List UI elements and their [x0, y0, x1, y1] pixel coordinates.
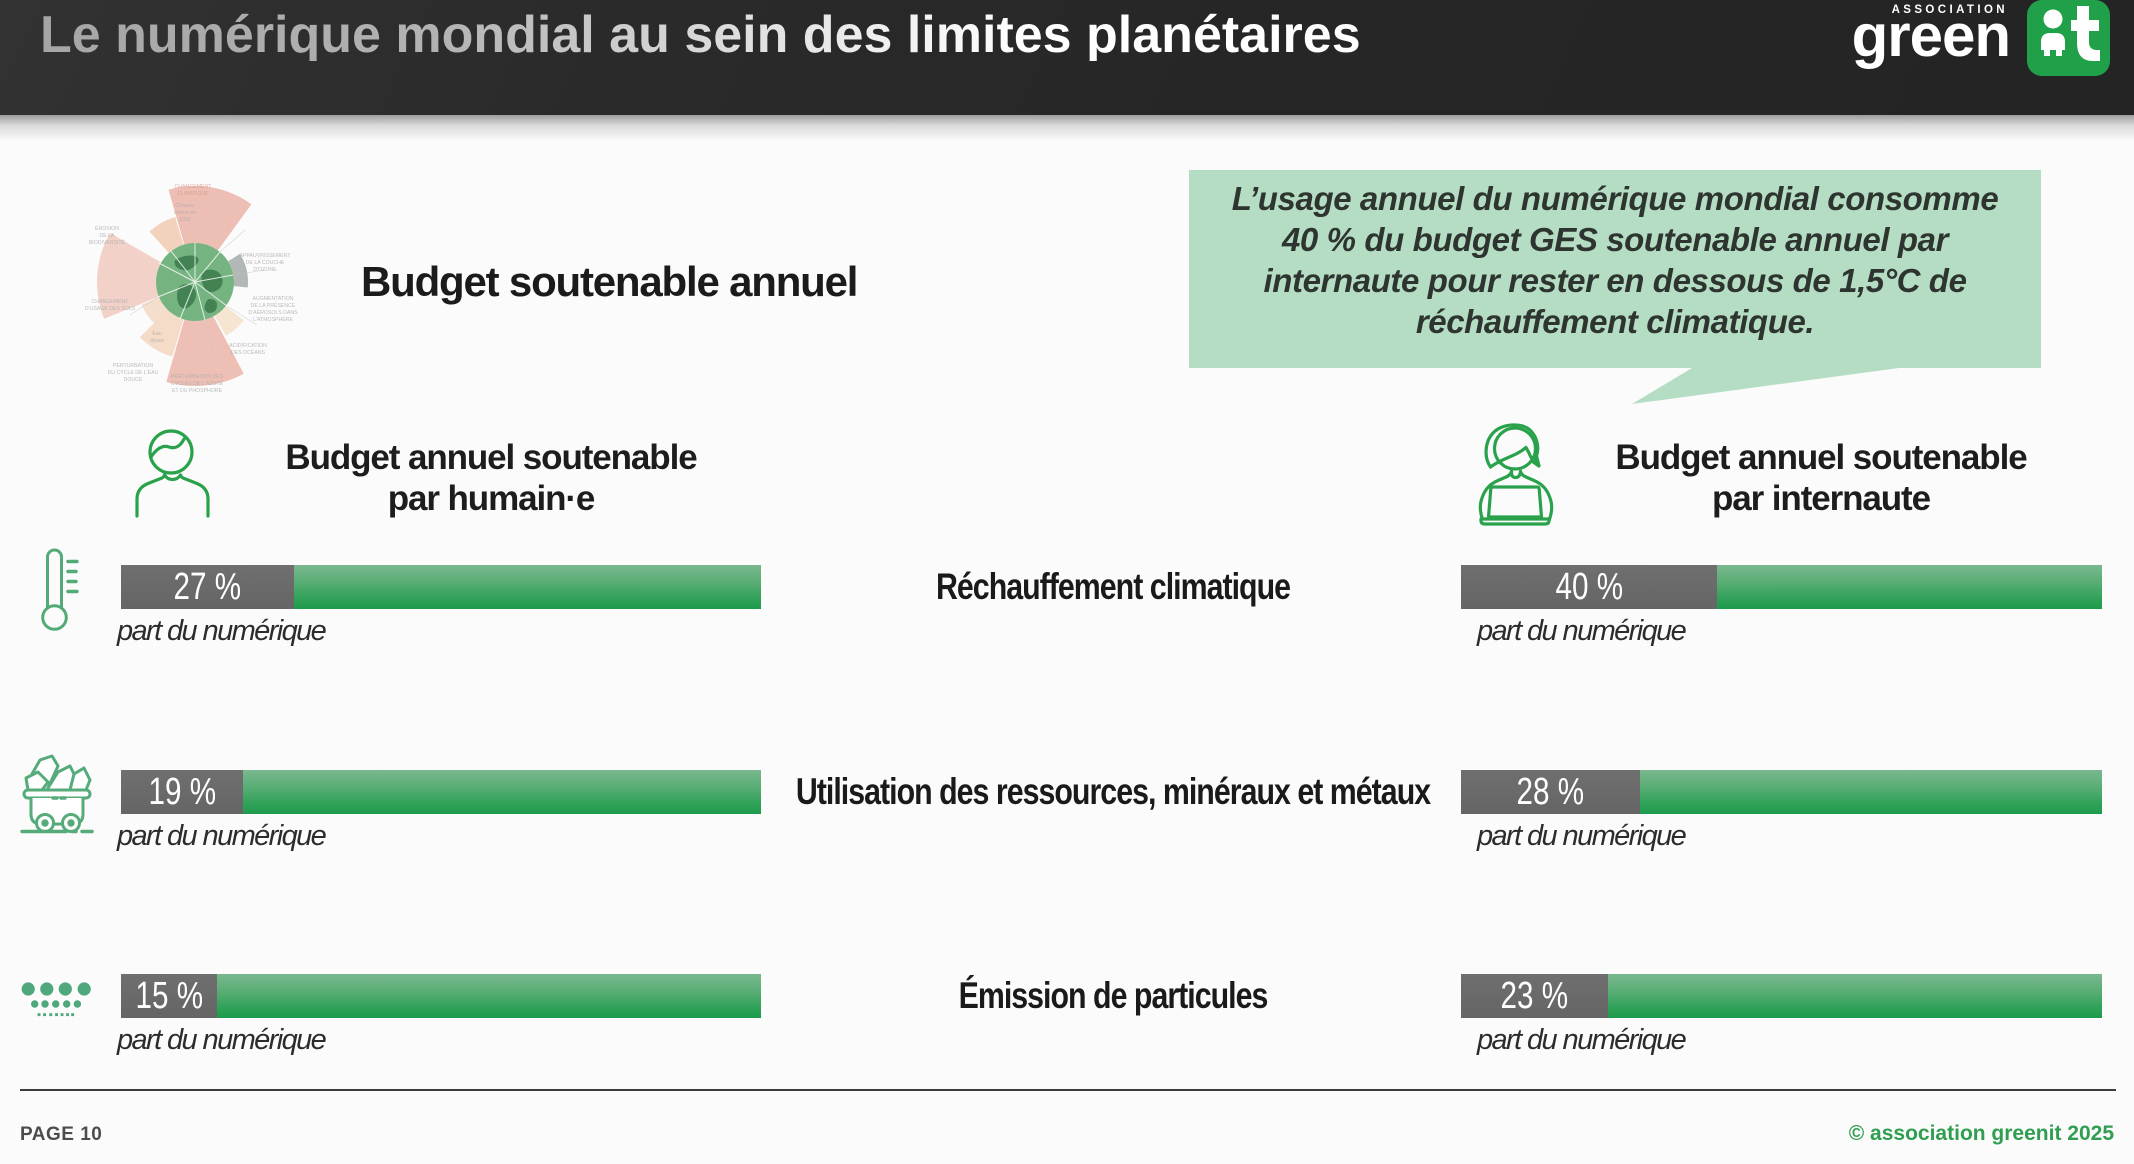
svg-text:ACIDIFICATION: ACIDIFICATION: [229, 343, 267, 349]
svg-text:ET DU PHOSPHORE: ET DU PHOSPHORE: [172, 388, 223, 394]
svg-text:tration en: tration en: [174, 210, 196, 216]
svg-text:DES OCÉANS: DES OCÉANS: [231, 349, 266, 356]
svg-text:CHANGEMENT: CHANGEMENT: [175, 184, 213, 190]
svg-text:ÉROSION: ÉROSION: [95, 225, 119, 232]
svg-text:BIODIVERSITÉ: BIODIVERSITÉ: [89, 239, 126, 246]
svg-text:Eau: Eau: [152, 331, 161, 337]
svg-text:D'USAGE DES SOLS: D'USAGE DES SOLS: [85, 306, 136, 312]
svg-text:DE LA PRÉSENCE: DE LA PRÉSENCE: [251, 302, 296, 309]
svg-text:D'OZONE: D'OZONE: [253, 267, 277, 273]
svg-text:CO2: CO2: [180, 217, 191, 223]
svg-text:CHANGEMENT: CHANGEMENT: [92, 299, 130, 305]
svg-text:PERTURBATION: PERTURBATION: [113, 363, 153, 369]
svg-text:CLIMATIQUE: CLIMATIQUE: [177, 191, 209, 197]
svg-text:CYCLES DE L'AZOTE: CYCLES DE L'AZOTE: [171, 381, 224, 387]
svg-text:DU CYCLE DE L'EAU: DU CYCLE DE L'EAU: [108, 370, 159, 376]
svg-text:D'AÉROSOLS DANS: D'AÉROSOLS DANS: [248, 309, 298, 316]
svg-text:PERTURBATION DES: PERTURBATION DES: [171, 374, 224, 380]
svg-text:DOUCE: DOUCE: [124, 377, 143, 383]
svg-text:APPAUVRISSEMENT: APPAUVRISSEMENT: [240, 253, 292, 259]
svg-text:Concen-: Concen-: [175, 203, 195, 209]
svg-text:L'ATMOSPHÈRE: L'ATMOSPHÈRE: [253, 316, 293, 323]
svg-text:douce: douce: [150, 338, 164, 344]
svg-text:DE LA: DE LA: [100, 233, 116, 239]
svg-text:AUGMENTATION: AUGMENTATION: [252, 296, 293, 302]
svg-text:DE LA COUCHE: DE LA COUCHE: [246, 260, 285, 266]
